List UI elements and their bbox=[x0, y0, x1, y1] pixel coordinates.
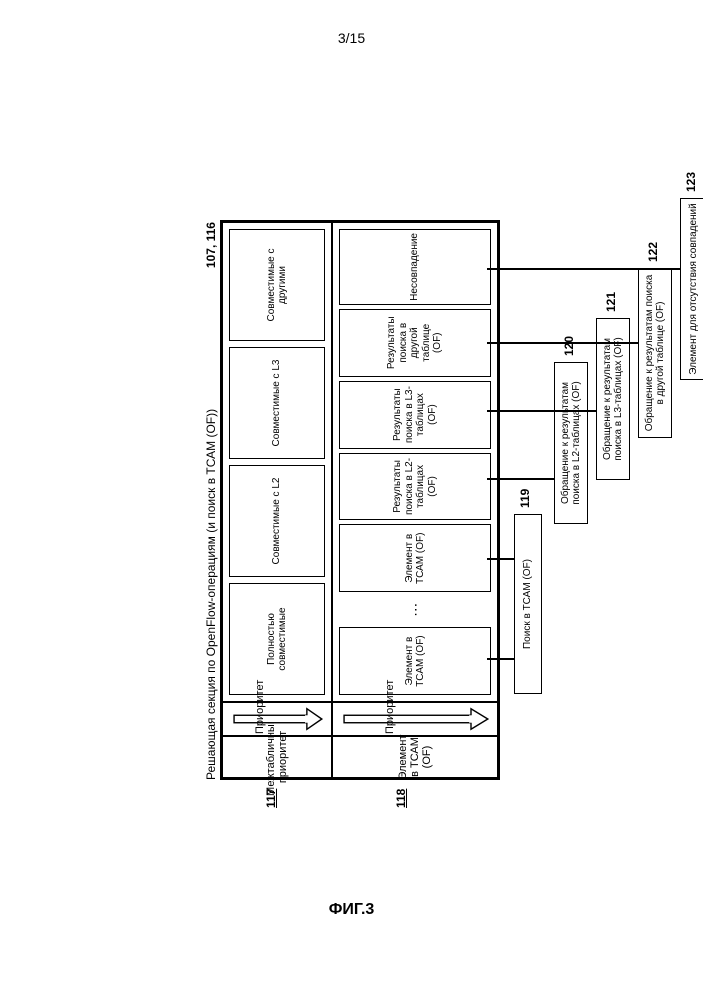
outer-box: Межтабличный приоритет Элемент в ТСАМ (O… bbox=[220, 220, 500, 780]
ref-118: 118 bbox=[394, 789, 408, 808]
pointer-122: Обращение к результатам поиска в другой … bbox=[638, 268, 672, 438]
ref-123: 123 bbox=[684, 172, 698, 192]
slot-tcam-1: Элемент в ТСАМ (OF) bbox=[339, 524, 491, 592]
outer-title: Решающая секция по OpenFlow-операциям (и… bbox=[204, 409, 218, 780]
priority-arrow-bot bbox=[332, 702, 498, 736]
label-tcam-element: Элемент в ТСАМ (OF) bbox=[397, 735, 433, 780]
lead-123 bbox=[487, 269, 680, 271]
ref-117: 117 bbox=[264, 789, 278, 808]
pointer-119: Поиск в ТСАМ (OF) bbox=[514, 514, 542, 694]
ref-120: 120 bbox=[562, 336, 576, 356]
slot-other-results: Результаты поиска в другой таблице (OF) bbox=[339, 309, 491, 377]
priority-label-top: Приоритет bbox=[254, 680, 266, 734]
pointer-123: Элемент для отсутствия совпадений bbox=[680, 198, 703, 380]
arrow-icon bbox=[227, 705, 327, 733]
lead-120 bbox=[487, 479, 554, 481]
slot-other-compat: Совместимые с другими bbox=[229, 229, 325, 341]
slot-l3-compat: Совместимые с L3 bbox=[229, 347, 325, 459]
priority-arrow-top bbox=[222, 702, 332, 736]
slot-l2-results: Результаты поиска в L2-таблицах (OF) bbox=[339, 453, 491, 521]
slot-tcam-0: Элемент в ТСАМ (OF) bbox=[339, 627, 491, 695]
col-inter-table-priority: Межтабличный приоритет Элемент в ТСАМ (O… bbox=[222, 736, 498, 778]
lead-119a bbox=[487, 659, 514, 661]
pointer-120: Обращение к результатам поиска в L2-табл… bbox=[554, 362, 588, 524]
cell-inter-priority: Межтабличный приоритет bbox=[222, 736, 332, 778]
ref-122: 122 bbox=[646, 242, 660, 262]
block-117: Полностью совместимые Совместимые с L2 С… bbox=[222, 222, 332, 702]
block-118: Элемент в ТСАМ (OF) ⋯ Элемент в ТСАМ (OF… bbox=[332, 222, 498, 702]
priority-label-bot: Приоритет bbox=[384, 680, 396, 734]
figure-label: ФИГ.3 bbox=[329, 901, 375, 919]
arrow-icon bbox=[337, 705, 493, 733]
diagram-stage: Решающая секция по OpenFlow-операциям (и… bbox=[204, 220, 500, 780]
lead-122 bbox=[487, 343, 638, 345]
lead-119b bbox=[487, 559, 514, 561]
slot-nomatch: Несовпадение bbox=[339, 229, 491, 305]
ellipsis: ⋯ bbox=[339, 596, 491, 623]
ref-119: 119 bbox=[518, 489, 532, 508]
col-priority: Приоритет Приоритет bbox=[222, 702, 498, 736]
outer-ref: 107, 116 bbox=[204, 220, 218, 268]
lead-121 bbox=[487, 411, 596, 413]
ref-121: 121 bbox=[604, 292, 618, 312]
slot-l2-compat: Совместимые с L2 bbox=[229, 465, 325, 577]
slot-full-compat: Полностью совместимые bbox=[229, 583, 325, 695]
cell-tcam-element: Элемент в ТСАМ (OF) bbox=[332, 736, 498, 778]
col-body: Полностью совместимые Совместимые с L2 С… bbox=[222, 222, 498, 702]
page-number: 3/15 bbox=[338, 30, 365, 46]
slot-l3-results: Результаты поиска в L3-таблицах (OF) bbox=[339, 381, 491, 449]
